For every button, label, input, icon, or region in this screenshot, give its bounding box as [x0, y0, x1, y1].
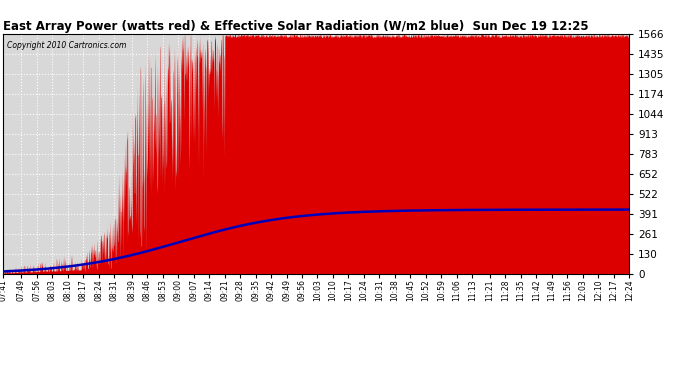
Text: Copyright 2010 Cartronics.com: Copyright 2010 Cartronics.com: [7, 41, 126, 50]
Text: East Array Power (watts red) & Effective Solar Radiation (W/m2 blue)  Sun Dec 19: East Array Power (watts red) & Effective…: [3, 20, 589, 33]
